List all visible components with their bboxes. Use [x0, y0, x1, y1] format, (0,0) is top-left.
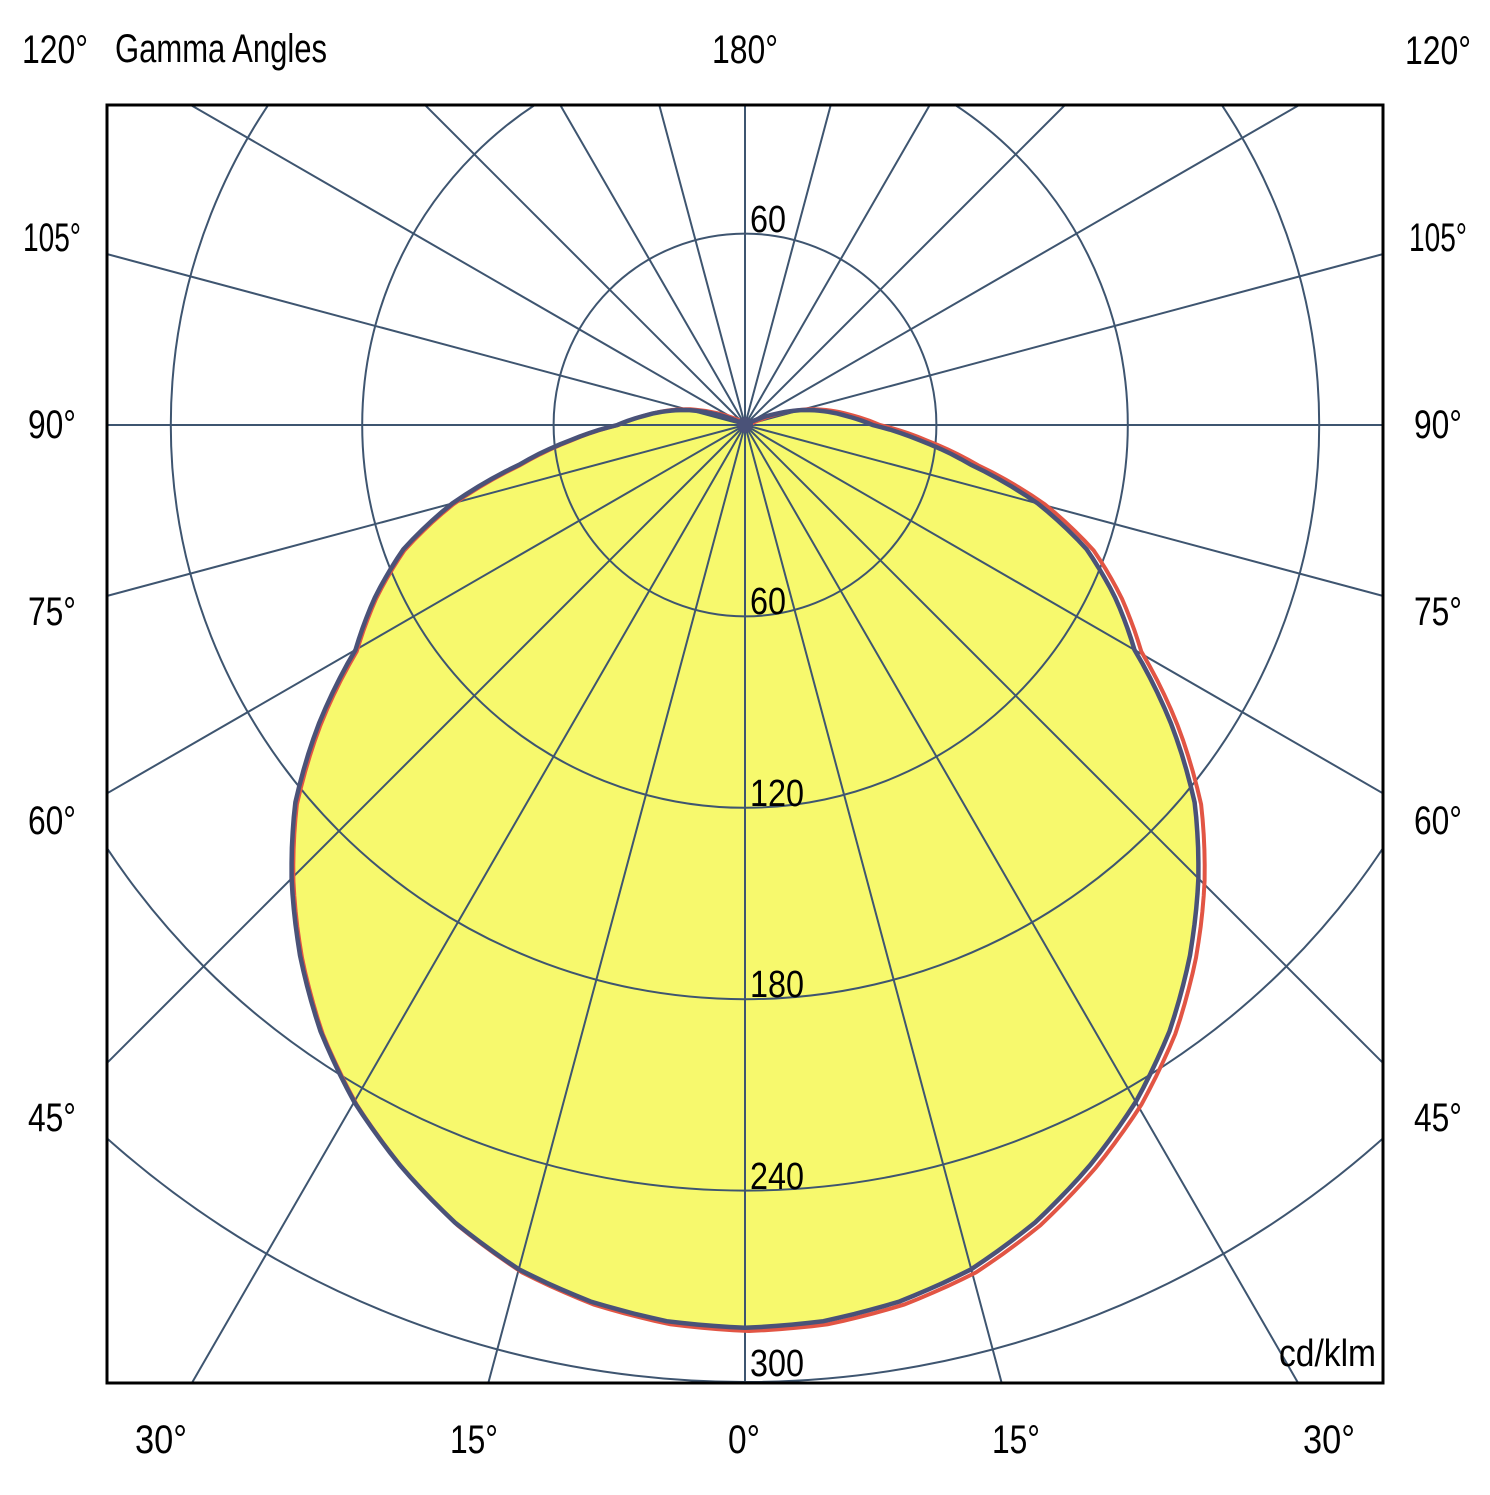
radial-tick-120: 120	[750, 773, 804, 815]
grid-ray-315	[107, 424, 746, 1065]
intensity-curves	[289, 407, 1207, 1334]
gamma-label-bottom-4: 30°	[1303, 1418, 1355, 1462]
gamma-label-bottom-3: 15°	[992, 1418, 1040, 1462]
grid-ray-255	[107, 253, 746, 426]
grid-ray-225	[423, 105, 746, 426]
grid-ray-60	[744, 424, 1383, 795]
radial-tick-upper-60: 60	[750, 199, 786, 241]
units-label: cd/klm	[1279, 1333, 1376, 1375]
plot-border	[105, 103, 1385, 1385]
polar-origin-dot	[737, 417, 753, 433]
grid-ray-75	[744, 424, 1383, 597]
curve-blue	[289, 407, 1201, 1331]
grid-ray-120	[744, 105, 1302, 426]
gamma-label-topleft-120: 120°	[22, 28, 88, 72]
chart-title: Gamma Angles	[115, 27, 327, 71]
grid-ray-330	[190, 424, 746, 1383]
gamma-label-topright-120: 120°	[1405, 29, 1471, 73]
grid-ray-285	[107, 424, 746, 597]
gamma-label-right-4: 45°	[1414, 1096, 1462, 1140]
gamma-label-left-3: 60°	[28, 799, 76, 843]
grid-ray-300	[107, 424, 746, 795]
grid-ray-210	[559, 105, 746, 426]
grid-ray-195	[658, 105, 746, 426]
gamma-label-left-4: 45°	[28, 1096, 76, 1140]
radial-tick-180: 180	[750, 964, 804, 1006]
gamma-label-right-2: 75°	[1414, 590, 1462, 634]
grid-ray-45	[744, 424, 1383, 1065]
grid-ray-345	[487, 424, 746, 1383]
grid-ray-30	[744, 424, 1300, 1383]
gamma-label-top-180: 180°	[712, 28, 778, 72]
grid-ray-135	[744, 105, 1067, 426]
gamma-label-right-0: 105°	[1409, 216, 1467, 260]
gamma-label-right-1: 90°	[1414, 403, 1462, 447]
gamma-label-left-0: 105°	[23, 216, 81, 260]
gamma-label-left-2: 75°	[28, 590, 76, 634]
radial-tick-300: 300	[750, 1343, 804, 1385]
grid-ray-15	[744, 424, 1003, 1383]
gamma-label-left-1: 90°	[28, 403, 76, 447]
grid-ray-150	[744, 105, 931, 426]
radial-tick-240: 240	[750, 1156, 804, 1198]
grid-ray-165	[744, 105, 832, 426]
gamma-label-bottom-1: 15°	[450, 1418, 498, 1462]
grid-ray-240	[188, 105, 746, 426]
gamma-label-bottom-2: 0°	[728, 1418, 760, 1462]
gamma-label-bottom-0: 30°	[135, 1418, 187, 1462]
radial-tick-60: 60	[750, 581, 786, 623]
grid-ray-105	[744, 253, 1383, 426]
gamma-label-right-3: 60°	[1414, 799, 1462, 843]
